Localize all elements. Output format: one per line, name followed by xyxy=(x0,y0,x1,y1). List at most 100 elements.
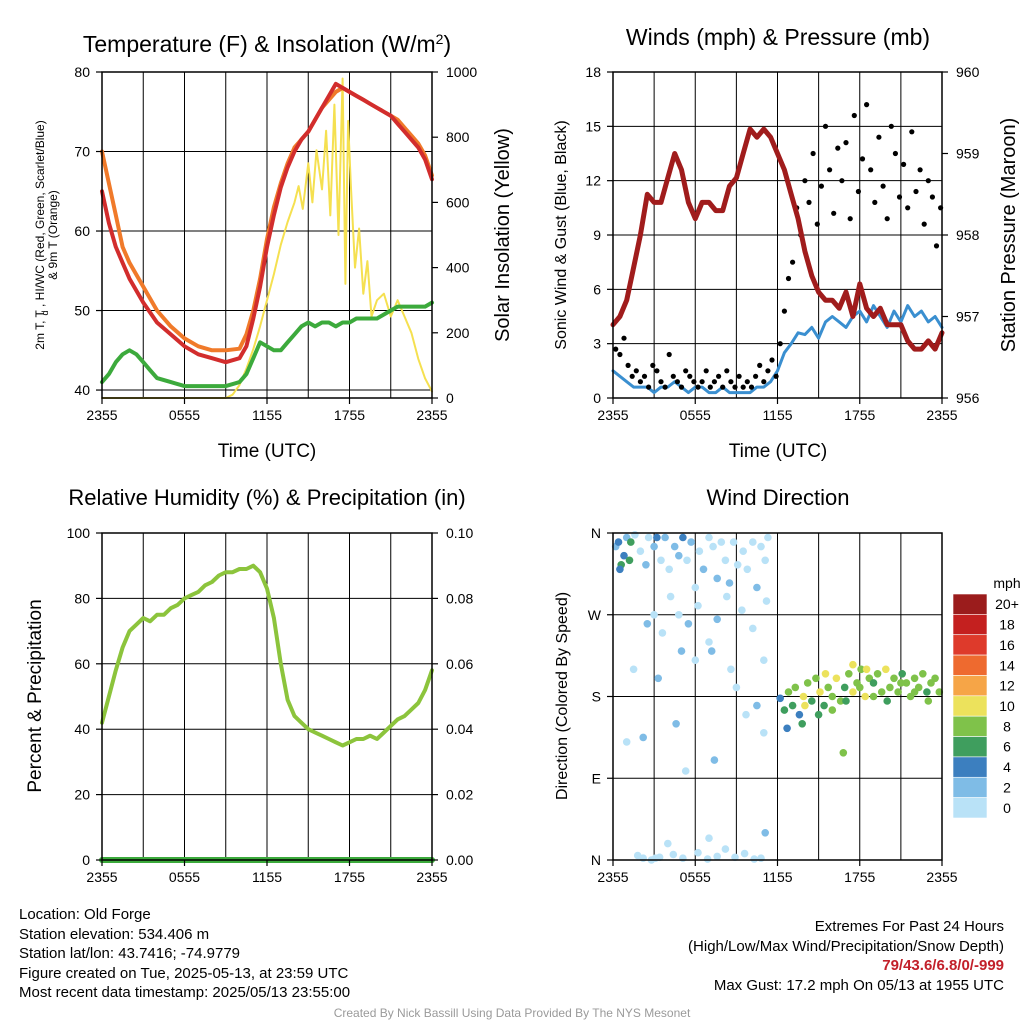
rh-xtick-label: 2355 xyxy=(86,869,117,885)
direction-point xyxy=(836,697,845,705)
direction-point xyxy=(824,683,832,692)
gust-point xyxy=(859,156,866,162)
direction-point xyxy=(742,710,750,719)
wind-xtick-label: 0555 xyxy=(680,407,711,423)
wind-ytick-label: 0 xyxy=(593,390,601,406)
colorbar-swatch xyxy=(952,756,988,778)
direction-point xyxy=(791,683,800,692)
colorbar-swatch xyxy=(952,634,988,656)
wind-y2tick-label: 960 xyxy=(956,64,980,80)
gust-point xyxy=(880,183,886,189)
direction-point xyxy=(799,692,808,701)
colorbar-label: 14 xyxy=(999,657,1015,673)
direction-point xyxy=(679,854,687,862)
temp-xtick-label: 2355 xyxy=(86,407,117,423)
direction-point xyxy=(709,542,717,551)
direction-point xyxy=(732,683,741,692)
colorbar-label: 4 xyxy=(1003,759,1011,775)
direction-point xyxy=(832,674,841,683)
direction-point xyxy=(776,694,784,703)
gust-point xyxy=(666,351,672,358)
direction-point xyxy=(725,579,734,587)
direction-point xyxy=(653,533,661,542)
direction-point xyxy=(923,688,931,696)
direction-point xyxy=(694,848,702,857)
wind-xtick-label: 2355 xyxy=(597,407,628,423)
gust-point xyxy=(641,373,648,379)
direction-point xyxy=(650,611,658,619)
humidity-precip-panel: 2355 0555 1155 1755 23550204060801000.000.02… xyxy=(25,485,473,885)
gust-point xyxy=(814,221,820,227)
direction-point xyxy=(821,670,830,678)
temp-2m-line xyxy=(100,81,434,365)
gust-point xyxy=(720,384,726,390)
colorbar: mph 20+ 18 16 14 12 10 8 6 4 2 0 xyxy=(952,575,1021,819)
wind-ytick-label: 12 xyxy=(585,173,601,189)
colorbar-label: 0 xyxy=(1003,800,1011,816)
direction-point xyxy=(816,688,824,696)
gust-point xyxy=(613,346,619,352)
gust-point xyxy=(707,384,713,390)
direction-point xyxy=(639,733,647,742)
temp-y2label-text: Solar Insolation (Yellow) xyxy=(492,128,514,342)
gust-point xyxy=(650,362,656,368)
gust-point xyxy=(621,335,627,341)
direction-point xyxy=(877,688,886,696)
direction-point xyxy=(740,849,749,858)
direction-point xyxy=(683,556,691,565)
direction-point xyxy=(666,592,675,601)
direction-point xyxy=(705,533,713,542)
gust-point xyxy=(810,150,816,157)
gust-point xyxy=(855,188,862,195)
direction-point xyxy=(849,688,857,696)
colorbar-label: 2 xyxy=(1003,779,1011,795)
direction-point xyxy=(731,853,739,862)
pressure-line xyxy=(610,126,945,352)
direction-point xyxy=(761,556,769,565)
direction-point xyxy=(738,606,746,614)
direction-point xyxy=(733,561,742,569)
direction-point xyxy=(691,656,700,664)
direction-point xyxy=(675,611,683,619)
gust-point xyxy=(744,379,750,385)
temp-y2tick-label: 400 xyxy=(446,260,470,276)
gust-point xyxy=(933,243,940,249)
gust-point xyxy=(909,129,915,135)
gust-point xyxy=(831,210,837,216)
wind-y2tick-label: 959 xyxy=(956,146,980,162)
rh-y2tick-label: 0.06 xyxy=(446,656,473,672)
rh-y2tick-label: 0.00 xyxy=(446,852,473,868)
direction-point xyxy=(710,756,719,764)
temp-y2tick-label: 0 xyxy=(446,390,454,406)
direction-point xyxy=(636,547,645,555)
colorbar-swatch xyxy=(952,675,988,697)
gust-point xyxy=(703,368,709,374)
temp-ylabel: 2m T, T , HI/WC (Red, Green, Scarlet/Blu… xyxy=(33,120,60,349)
gust-point xyxy=(662,384,668,390)
gust-point xyxy=(654,368,660,374)
gust-point xyxy=(674,379,681,385)
gust-point xyxy=(687,373,693,379)
colorbar-swatch xyxy=(952,715,988,737)
direction-point xyxy=(681,767,690,775)
gust-point xyxy=(901,161,907,167)
temp-y2label: Solar Insolation (Yellow) xyxy=(492,128,514,342)
direction-point xyxy=(707,647,716,655)
direction-point xyxy=(931,674,939,683)
direction-point xyxy=(760,729,768,737)
rh-xtick-label: 1155 xyxy=(252,869,282,885)
direction-point xyxy=(784,688,793,696)
direction-point xyxy=(699,565,708,574)
station-location: Location: Old Forge xyxy=(19,906,151,923)
dir-ytick-label: N xyxy=(591,525,601,541)
gust-point xyxy=(929,194,936,200)
gust-point xyxy=(637,379,644,385)
direction-point xyxy=(886,683,894,692)
gust-point xyxy=(765,368,771,374)
colorbar-label: 8 xyxy=(1003,718,1011,734)
temp-xlabel: Time (UTC) xyxy=(218,441,317,462)
temp-ytick-label: 40 xyxy=(74,382,90,398)
direction-point xyxy=(639,854,647,862)
gust-point xyxy=(876,134,882,140)
extremes-block: Extremes For Past 24 Hours (High/Low/Max… xyxy=(688,917,1004,995)
